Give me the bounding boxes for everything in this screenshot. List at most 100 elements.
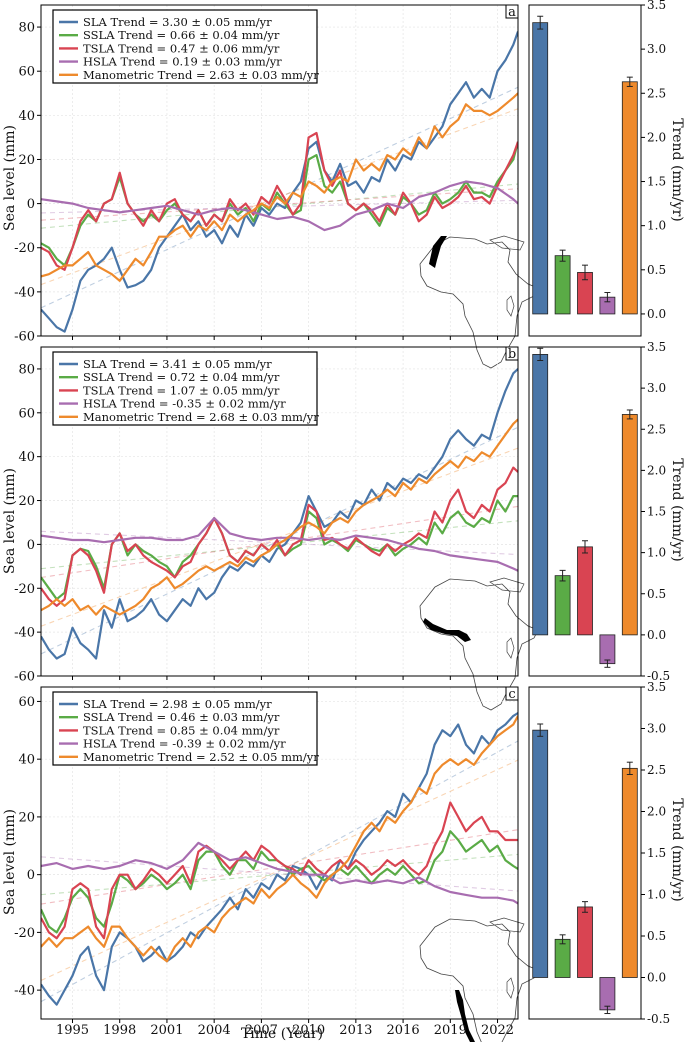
xtick-label-c-4: 2007 [245, 1023, 278, 1038]
bar-ytick-label-b-4: 1.5 [647, 505, 666, 519]
ytick-label-a-5: 40 [18, 109, 35, 124]
trend-bar-sla-a [532, 22, 549, 315]
bar-ytick-label-b-5: 2.0 [647, 463, 666, 477]
bar-ytick-label-b-1: 0.0 [647, 628, 666, 642]
legend-box-a [52, 9, 318, 84]
panel-a: -60 -40 -20 0 20 40 60 80 a SLA Trend = 3.30 ± 0.… [14, 0, 666, 369]
xtick-label-c-0: 1995 [56, 1023, 89, 1038]
legend-entry-tsla-c: TSLA Trend = 0.85 ± 0.04 mm/yr [83, 723, 280, 737]
bar-ytick-label-b-7: 3.0 [647, 381, 666, 395]
series-group-a [41, 31, 518, 333]
legend-entry-sla-a: SLA Trend = 3.30 ± 0.05 mm/yr [83, 15, 272, 29]
y-axis-label-left-c: Sea level (mm) [2, 809, 18, 915]
highlighted-coast-b [423, 618, 471, 642]
bar-ytick-label-b-8: 3.5 [647, 340, 666, 354]
panel-letter-box-a [505, 4, 519, 19]
ytick-label-c-5: 60 [18, 695, 35, 710]
bar-ytick-label-a-0: 0.0 [647, 307, 666, 321]
map-inset-b [419, 577, 539, 711]
trend-bar-sla-b [532, 354, 549, 636]
panel-letter-box-c [505, 686, 519, 701]
xtick-label-c-6: 2013 [339, 1023, 372, 1038]
trendline-sla-b [41, 426, 518, 655]
bar-ytick-label-a-1: 0.5 [647, 263, 666, 277]
bar-ytick-label-c-4: 1.5 [647, 846, 666, 860]
africa-outline-b [419, 578, 539, 711]
series-line-tsla-a [41, 131, 518, 271]
ytick-label-b-0: -60 [14, 670, 35, 685]
legend-entry-manometric-c: Manometric Trend = 2.52 ± 0.05 mm/yr [83, 750, 319, 764]
line-plot-frame-c [40, 686, 519, 1020]
bar-ytick-label-c-8: 3.5 [647, 680, 666, 694]
series-line-ssla-c [41, 830, 518, 934]
series-line-sla-a [41, 31, 518, 333]
highlighted-coast-c [455, 990, 475, 1042]
ytick-label-c-4: 40 [18, 753, 35, 768]
bar-ytick-label-a-6: 3.0 [647, 42, 666, 56]
ytick-label-b-1: -40 [14, 626, 35, 641]
trendline-sla-c [41, 740, 518, 1003]
bar-ytick-label-c-3: 1.0 [647, 888, 666, 902]
ytick-label-b-6: 60 [18, 406, 35, 421]
trendline-tsla-a [41, 188, 518, 221]
bar-ytick-label-b-6: 2.5 [647, 422, 666, 436]
trend-bar-manometric-b [621, 414, 638, 636]
ytick-label-a-1: -40 [14, 285, 35, 300]
trendline-ssla-c [41, 853, 518, 896]
ytick-label-a-3: 0 [27, 197, 35, 212]
series-line-hsla-a [41, 180, 518, 232]
ytick-label-b-3: 0 [27, 538, 35, 553]
trendline-hsla-c [41, 856, 518, 892]
bar-ytick-label-a-4: 2.0 [647, 130, 666, 144]
bar-ytick-label-a-7: 3.5 [647, 0, 666, 12]
series-line-tsla-b [41, 466, 518, 607]
y-axis-label-left-a: Sea level (mm) [2, 125, 18, 231]
xtick-label-c-1: 1998 [103, 1023, 136, 1038]
arabia-outline-a [489, 235, 525, 251]
trend-bar-ssla-b [554, 575, 571, 636]
ytick-label-c-2: 0 [27, 868, 35, 883]
y-axis-label-right-c: Trend (mm/yr) [669, 798, 685, 902]
trend-bar-ssla-c [554, 938, 571, 978]
xtick-label-c-9: 2022 [481, 1023, 514, 1038]
line-plot-frame-b [40, 346, 519, 677]
xtick-label-c-7: 2016 [387, 1023, 420, 1038]
legend-entry-tsla-a: TSLA Trend = 0.47 ± 0.06 mm/yr [83, 41, 280, 55]
ytick-label-b-4: 20 [18, 494, 35, 509]
legend-box-c [52, 691, 318, 766]
legend-entry-hsla-b: HSLA Trend = -0.35 ± 0.02 mm/yr [83, 397, 286, 411]
ytick-label-a-4: 20 [18, 153, 35, 168]
xtick-label-c-5: 2010 [292, 1023, 325, 1038]
xtick-label-c-2: 2001 [150, 1023, 183, 1038]
panel-letter-a: a [508, 5, 516, 20]
trend-bar-tsla-c [577, 906, 593, 978]
series-line-manometric-c [41, 715, 518, 963]
y-axis-label-right-a: Trend (mm/yr) [669, 118, 685, 222]
bar-ytick-label-a-2: 1.0 [647, 219, 666, 233]
trend-bar-manometric-a [621, 81, 638, 315]
highlighted-coast-a [429, 236, 447, 268]
series-line-tsla-c [41, 801, 518, 940]
legend-entry-sla-b: SLA Trend = 3.41 ± 0.05 mm/yr [83, 357, 272, 371]
ytick-label-a-0: -60 [14, 330, 35, 345]
madagascar-outline-a [506, 295, 515, 317]
bar-plot-frame-a [528, 4, 642, 337]
xtick-label-c-3: 2004 [198, 1023, 231, 1038]
ytick-label-c-0: -40 [14, 984, 35, 999]
legend-entry-sla-c: SLA Trend = 2.98 ± 0.05 mm/yr [83, 697, 272, 711]
map-inset-c [419, 917, 539, 1042]
bar-ytick-label-c-1: 0.0 [647, 971, 666, 985]
bar-ytick-label-c-2: 0.5 [647, 929, 666, 943]
legend-entry-ssla-c: SSLA Trend = 0.46 ± 0.03 mm/yr [83, 710, 280, 724]
trend-bar-sla-c [532, 729, 549, 978]
legend-entry-manometric-b: Manometric Trend = 2.68 ± 0.03 mm/yr [83, 410, 319, 424]
trend-bar-manometric-c [621, 767, 638, 978]
legend-entry-hsla-c: HSLA Trend = -0.39 ± 0.02 mm/yr [83, 737, 286, 751]
trend-bar-hsla-c [599, 977, 616, 1011]
trend-bar-tsla-b [577, 546, 593, 636]
bar-ytick-label-c-5: 2.0 [647, 805, 666, 819]
y-axis-label-left: Sea level (mm) [2, 468, 18, 574]
panel-letter-b: b [508, 347, 516, 362]
trend-bar-ssla-a [554, 255, 571, 315]
panel-letter-c: c [508, 687, 515, 702]
